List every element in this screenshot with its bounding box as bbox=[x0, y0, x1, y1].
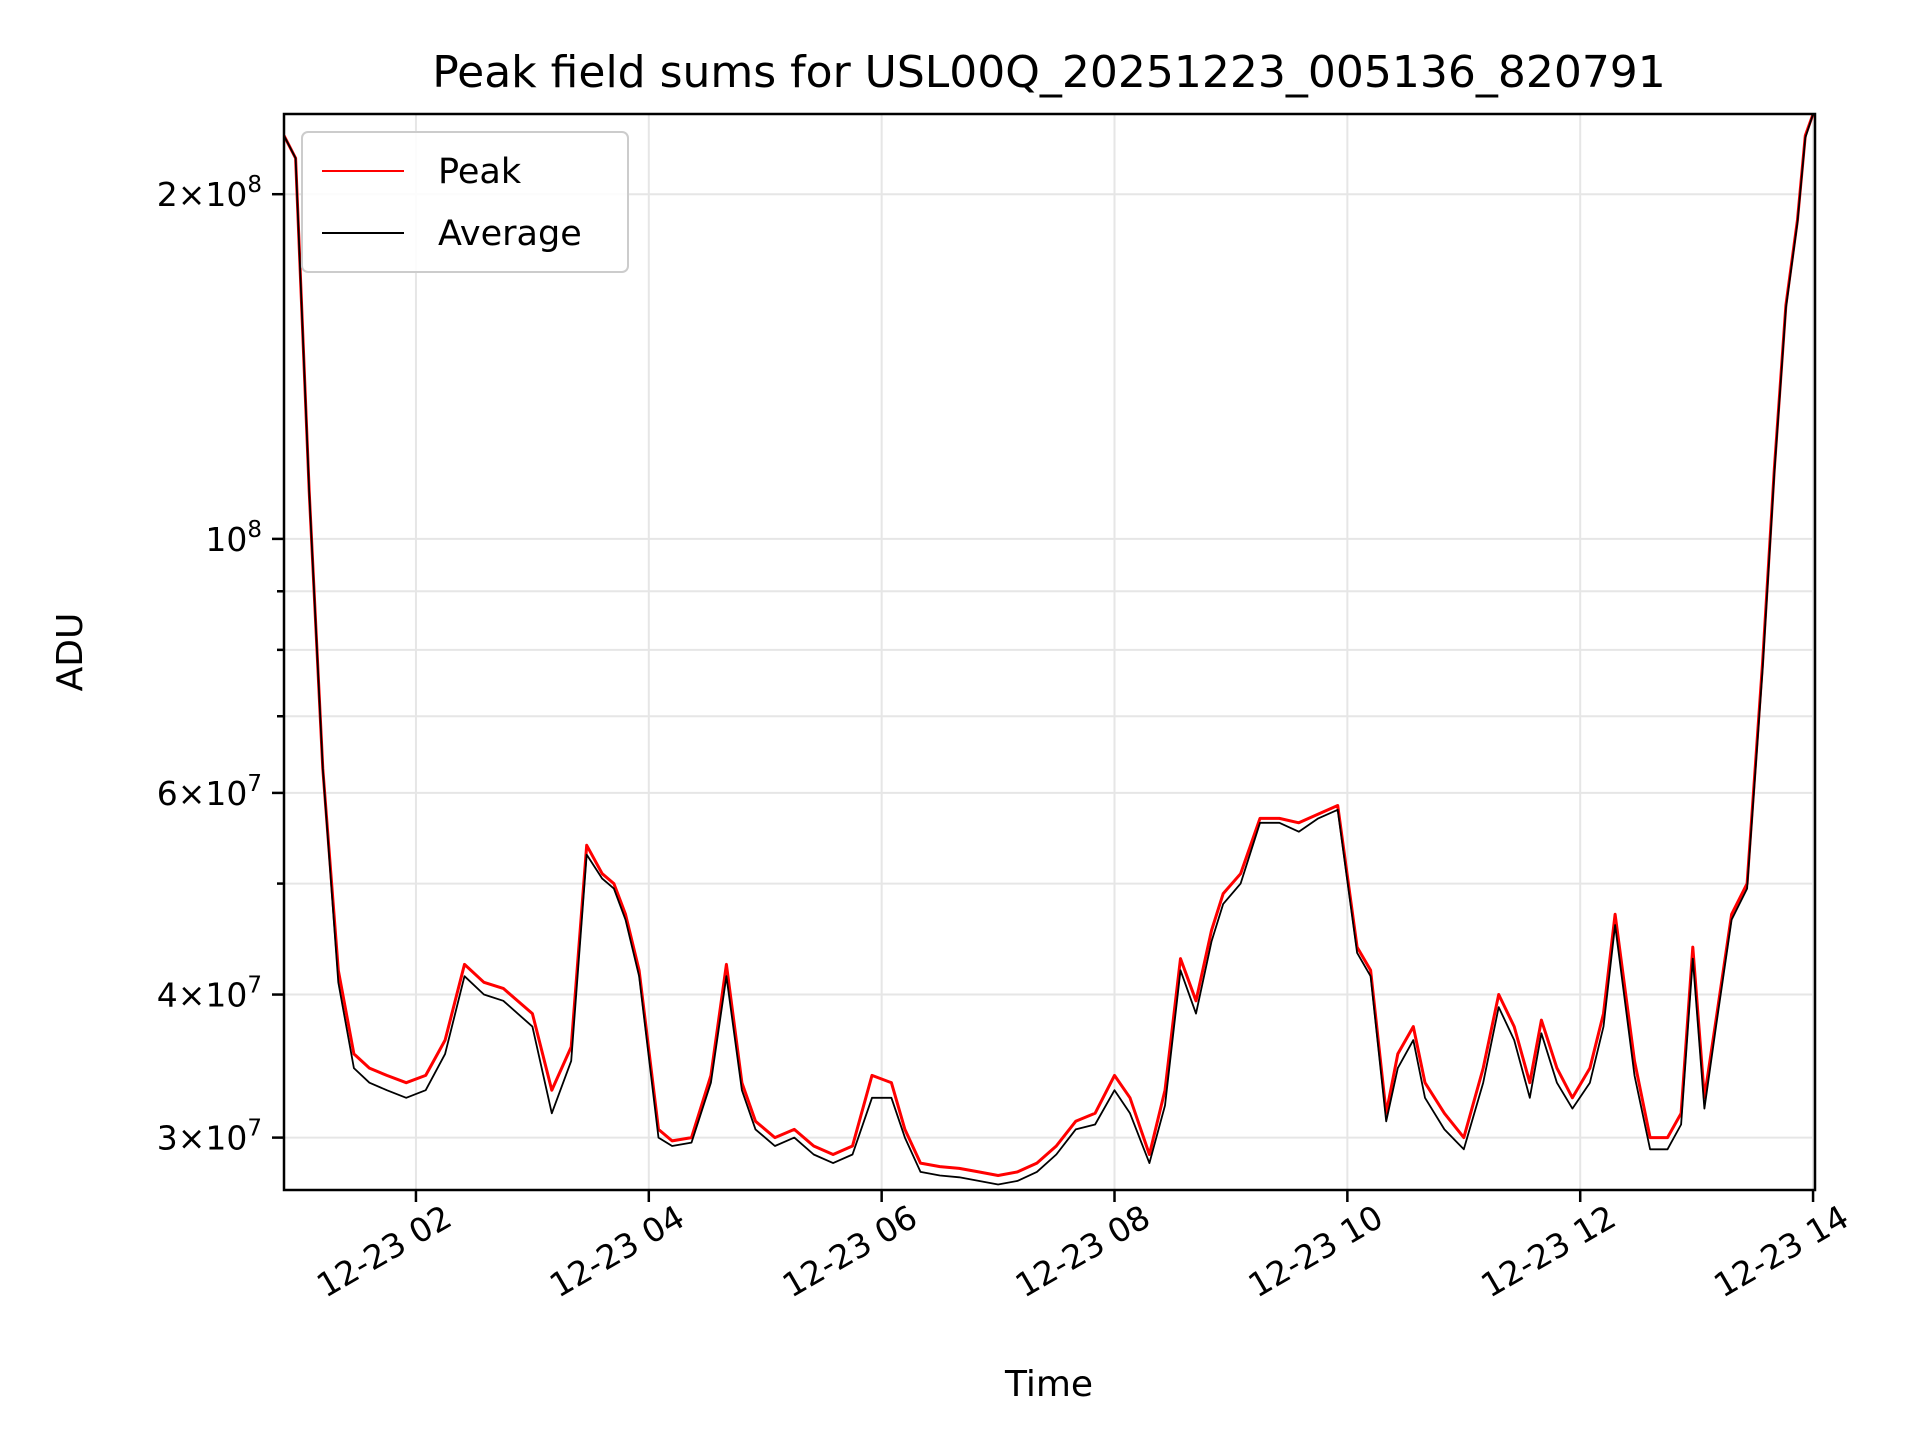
legend: Peak Average bbox=[301, 131, 629, 273]
x-tick-label: 12-23 14 bbox=[1707, 1197, 1855, 1305]
series-line-peak bbox=[284, 114, 1815, 1177]
y-tick-label: 6×107 bbox=[157, 771, 262, 813]
plot-series bbox=[284, 114, 1815, 1186]
y-tick-label: 4×107 bbox=[157, 973, 262, 1015]
plot-frame bbox=[282, 112, 1817, 1192]
y-tick-label: 3×107 bbox=[157, 1116, 262, 1158]
x-axis-label: Time bbox=[1004, 1364, 1093, 1405]
legend-label-peak: Peak bbox=[438, 152, 522, 192]
y-tick-label: 2×108 bbox=[157, 172, 262, 214]
x-tick-label: 12-23 06 bbox=[776, 1197, 924, 1305]
x-axis-ticks: 12-23 02 12-23 04 12-23 06 12-23 08 12-23 10… bbox=[310, 1190, 1855, 1305]
x-tick-label: 12-23 12 bbox=[1474, 1197, 1622, 1305]
legend-box bbox=[301, 131, 629, 273]
legend-label-average: Average bbox=[438, 214, 582, 254]
x-tick-label: 12-23 08 bbox=[1009, 1197, 1157, 1305]
series-line-average bbox=[284, 114, 1814, 1186]
x-tick-label: 12-23 04 bbox=[543, 1197, 691, 1305]
grid bbox=[284, 114, 1815, 1190]
y-axis-ticks: 3×107 4×107 6×107 108 2×108 bbox=[157, 172, 284, 1158]
y-tick-label: 108 bbox=[205, 517, 262, 559]
x-tick-label: 12-23 02 bbox=[310, 1197, 458, 1305]
chart-title: Peak field sums for USL00Q_20251223_0051… bbox=[432, 47, 1666, 98]
y-axis-label: ADU bbox=[50, 613, 91, 692]
x-tick-label: 12-23 10 bbox=[1241, 1197, 1389, 1305]
